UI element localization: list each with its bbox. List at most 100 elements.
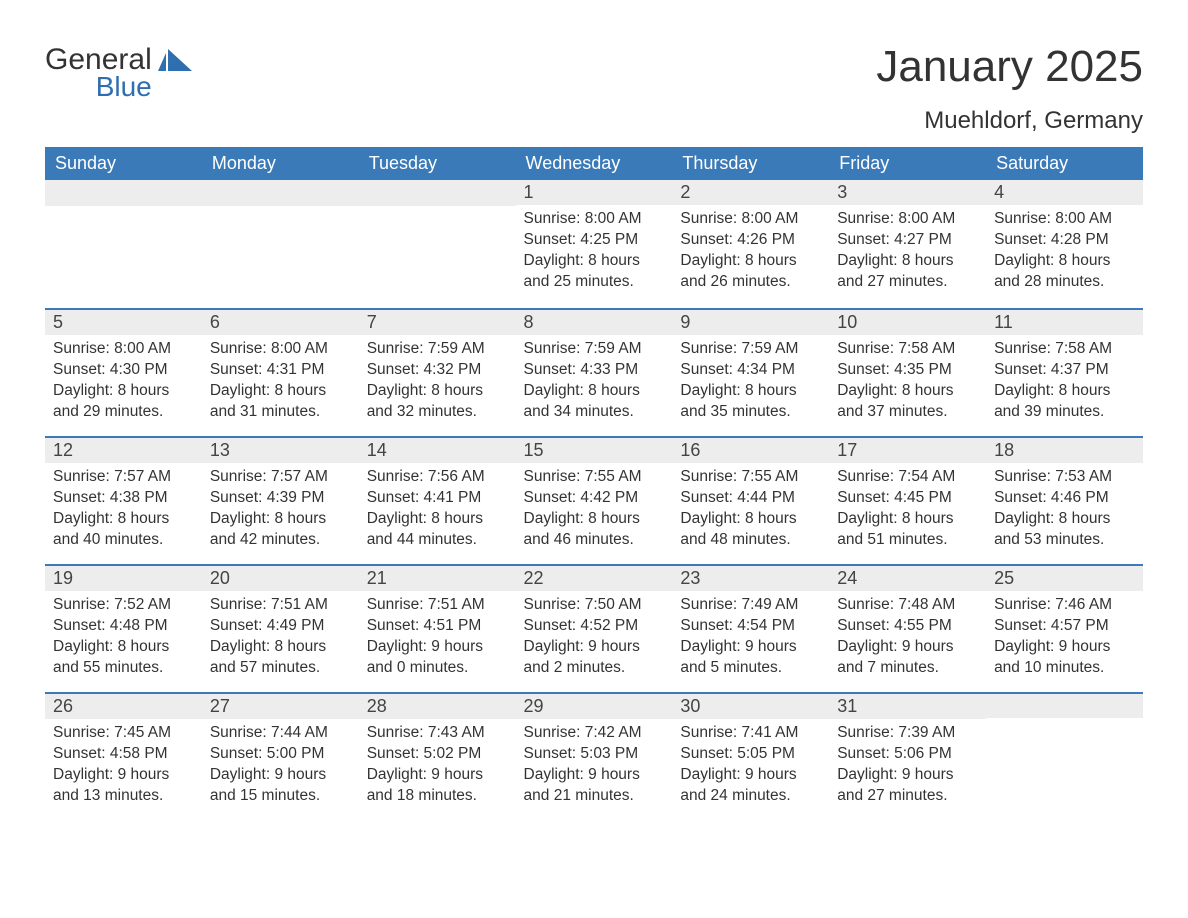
day-daylight: Daylight: 8 hours and 55 minutes. — [53, 638, 169, 676]
day-sunrise: Sunrise: 7:58 AM — [994, 340, 1112, 357]
daynum-bar: 25 — [986, 564, 1143, 591]
day-daylight: Daylight: 9 hours and 27 minutes. — [837, 766, 953, 804]
calendar-cell: 17Sunrise: 7:54 AMSunset: 4:45 PMDayligh… — [829, 436, 986, 564]
day-body: Sunrise: 7:57 AMSunset: 4:39 PMDaylight:… — [202, 463, 359, 559]
day-daylight: Daylight: 8 hours and 28 minutes. — [994, 252, 1110, 290]
day-sunset: Sunset: 4:27 PM — [837, 231, 952, 248]
calendar-cell: 24Sunrise: 7:48 AMSunset: 4:55 PMDayligh… — [829, 564, 986, 692]
calendar-cell — [202, 180, 359, 308]
daynum-bar: 22 — [516, 564, 673, 591]
daynum-bar: 13 — [202, 436, 359, 463]
day-daylight: Daylight: 8 hours and 25 minutes. — [524, 252, 640, 290]
daynum-bar: 8 — [516, 308, 673, 335]
day-sunrise: Sunrise: 7:55 AM — [524, 468, 642, 485]
day-sunrise: Sunrise: 7:59 AM — [680, 340, 798, 357]
daynum-bar: 23 — [672, 564, 829, 591]
calendar-cell: 16Sunrise: 7:55 AMSunset: 4:44 PMDayligh… — [672, 436, 829, 564]
day-sunrise: Sunrise: 7:58 AM — [837, 340, 955, 357]
calendar-cell — [45, 180, 202, 308]
daynum-bar: 3 — [829, 180, 986, 205]
day-body: Sunrise: 8:00 AMSunset: 4:27 PMDaylight:… — [829, 205, 986, 301]
calendar-cell: 21Sunrise: 7:51 AMSunset: 4:51 PMDayligh… — [359, 564, 516, 692]
day-sunrise: Sunrise: 7:52 AM — [53, 596, 171, 613]
day-daylight: Daylight: 8 hours and 32 minutes. — [367, 382, 483, 420]
day-daylight: Daylight: 8 hours and 35 minutes. — [680, 382, 796, 420]
weekday-header: Wednesday — [516, 147, 673, 180]
day-sunrise: Sunrise: 8:00 AM — [837, 210, 955, 227]
day-sunrise: Sunrise: 7:46 AM — [994, 596, 1112, 613]
weekday-header: Saturday — [986, 147, 1143, 180]
day-sunrise: Sunrise: 7:51 AM — [367, 596, 485, 613]
day-sunset: Sunset: 4:31 PM — [210, 361, 325, 378]
day-sunrise: Sunrise: 7:51 AM — [210, 596, 328, 613]
weekday-header: Monday — [202, 147, 359, 180]
day-sunrise: Sunrise: 7:49 AM — [680, 596, 798, 613]
day-sunrise: Sunrise: 7:44 AM — [210, 724, 328, 741]
daynum-bar: 11 — [986, 308, 1143, 335]
daynum-bar: 9 — [672, 308, 829, 335]
day-sunset: Sunset: 5:03 PM — [524, 745, 639, 762]
day-body: Sunrise: 8:00 AMSunset: 4:26 PMDaylight:… — [672, 205, 829, 301]
day-sunrise: Sunrise: 7:54 AM — [837, 468, 955, 485]
daynum-bar: 7 — [359, 308, 516, 335]
day-daylight: Daylight: 8 hours and 44 minutes. — [367, 510, 483, 548]
day-daylight: Daylight: 8 hours and 37 minutes. — [837, 382, 953, 420]
calendar-cell: 18Sunrise: 7:53 AMSunset: 4:46 PMDayligh… — [986, 436, 1143, 564]
daynum-bar: 19 — [45, 564, 202, 591]
day-body: Sunrise: 7:51 AMSunset: 4:49 PMDaylight:… — [202, 591, 359, 687]
day-sunset: Sunset: 4:51 PM — [367, 617, 482, 634]
calendar-cell: 4Sunrise: 8:00 AMSunset: 4:28 PMDaylight… — [986, 180, 1143, 308]
day-sunset: Sunset: 4:39 PM — [210, 489, 325, 506]
day-sunset: Sunset: 4:26 PM — [680, 231, 795, 248]
calendar-cell: 14Sunrise: 7:56 AMSunset: 4:41 PMDayligh… — [359, 436, 516, 564]
day-body: Sunrise: 7:42 AMSunset: 5:03 PMDaylight:… — [516, 719, 673, 815]
daynum-bar: 10 — [829, 308, 986, 335]
daynum-bar: 20 — [202, 564, 359, 591]
day-sunrise: Sunrise: 7:42 AM — [524, 724, 642, 741]
day-sunrise: Sunrise: 7:53 AM — [994, 468, 1112, 485]
daynum-bar: 21 — [359, 564, 516, 591]
day-sunset: Sunset: 5:02 PM — [367, 745, 482, 762]
day-daylight: Daylight: 9 hours and 5 minutes. — [680, 638, 796, 676]
daynum-bar-blank — [986, 692, 1143, 718]
daynum-bar: 1 — [516, 180, 673, 205]
calendar-week-row: 12Sunrise: 7:57 AMSunset: 4:38 PMDayligh… — [45, 436, 1143, 564]
day-body: Sunrise: 7:52 AMSunset: 4:48 PMDaylight:… — [45, 591, 202, 687]
daynum-bar: 15 — [516, 436, 673, 463]
brand-text: General Blue — [45, 45, 152, 103]
calendar-table: SundayMondayTuesdayWednesdayThursdayFrid… — [45, 147, 1143, 820]
day-sunrise: Sunrise: 7:55 AM — [680, 468, 798, 485]
day-sunrise: Sunrise: 7:59 AM — [524, 340, 642, 357]
daynum-bar: 31 — [829, 692, 986, 719]
day-sunset: Sunset: 4:44 PM — [680, 489, 795, 506]
day-sunrise: Sunrise: 8:00 AM — [524, 210, 642, 227]
day-sunrise: Sunrise: 7:50 AM — [524, 596, 642, 613]
day-sunrise: Sunrise: 7:59 AM — [367, 340, 485, 357]
day-sunrise: Sunrise: 7:57 AM — [53, 468, 171, 485]
daynum-bar: 30 — [672, 692, 829, 719]
day-sunset: Sunset: 4:38 PM — [53, 489, 168, 506]
calendar-week-row: 5Sunrise: 8:00 AMSunset: 4:30 PMDaylight… — [45, 308, 1143, 436]
day-daylight: Daylight: 8 hours and 29 minutes. — [53, 382, 169, 420]
day-sunset: Sunset: 4:49 PM — [210, 617, 325, 634]
day-sunset: Sunset: 4:46 PM — [994, 489, 1109, 506]
day-daylight: Daylight: 8 hours and 40 minutes. — [53, 510, 169, 548]
day-sunset: Sunset: 5:05 PM — [680, 745, 795, 762]
calendar-cell: 1Sunrise: 8:00 AMSunset: 4:25 PMDaylight… — [516, 180, 673, 308]
title-block: January 2025 Muehldorf, Germany — [876, 45, 1143, 135]
calendar-cell: 5Sunrise: 8:00 AMSunset: 4:30 PMDaylight… — [45, 308, 202, 436]
day-sunset: Sunset: 4:37 PM — [994, 361, 1109, 378]
daynum-bar: 27 — [202, 692, 359, 719]
daynum-bar-blank — [359, 180, 516, 206]
calendar-cell: 28Sunrise: 7:43 AMSunset: 5:02 PMDayligh… — [359, 692, 516, 820]
calendar-cell: 12Sunrise: 7:57 AMSunset: 4:38 PMDayligh… — [45, 436, 202, 564]
brand-logo: General Blue — [45, 45, 192, 103]
day-body: Sunrise: 7:58 AMSunset: 4:37 PMDaylight:… — [986, 335, 1143, 431]
day-body: Sunrise: 7:43 AMSunset: 5:02 PMDaylight:… — [359, 719, 516, 815]
calendar-cell: 22Sunrise: 7:50 AMSunset: 4:52 PMDayligh… — [516, 564, 673, 692]
calendar-week-row: 26Sunrise: 7:45 AMSunset: 4:58 PMDayligh… — [45, 692, 1143, 820]
day-body: Sunrise: 7:45 AMSunset: 4:58 PMDaylight:… — [45, 719, 202, 815]
location: Muehldorf, Germany — [876, 107, 1143, 135]
day-sunset: Sunset: 4:30 PM — [53, 361, 168, 378]
day-body: Sunrise: 8:00 AMSunset: 4:31 PMDaylight:… — [202, 335, 359, 431]
